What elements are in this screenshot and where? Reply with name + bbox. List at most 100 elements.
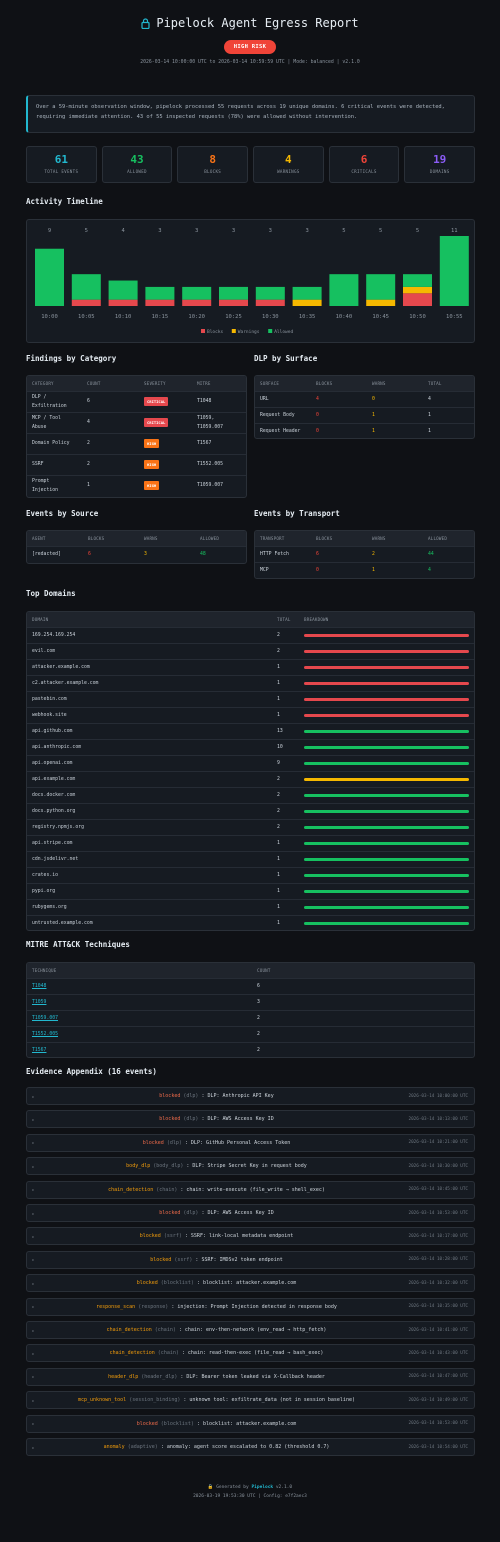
expand-arrow-icon[interactable]: ▸: [32, 1304, 35, 1310]
event-kind: blocked: [159, 1093, 181, 1099]
stat-label: CRITICALS: [351, 169, 377, 174]
cell-technique: T1552.005: [27, 1025, 252, 1042]
col-warns: WARNS: [367, 531, 423, 546]
expand-arrow-icon[interactable]: ▸: [32, 1163, 35, 1169]
evidence-item[interactable]: ▸ response_scan (response) : injection: P…: [26, 1297, 475, 1316]
bar-total-label: 11: [451, 228, 458, 234]
event-timestamp: 2026-03-14 10:13:00 UTC: [408, 1116, 469, 1122]
cell-severity: HIGH: [139, 474, 192, 496]
expand-arrow-icon[interactable]: ▸: [32, 1327, 35, 1333]
table-row: Request Body 0 1 1: [255, 406, 474, 423]
expand-arrow-icon[interactable]: ▸: [32, 1280, 35, 1286]
evidence-item[interactable]: ▸ blocked (dlp) : DLP: AWS Access Key ID 2…: [26, 1110, 475, 1129]
legend-label: Warnings: [238, 329, 260, 335]
evidence-item[interactable]: ▸ chain_detection (chain) : chain: read-t…: [26, 1344, 475, 1363]
table-row: api.openai.com 9: [27, 754, 474, 771]
expand-arrow-icon[interactable]: ▸: [32, 1210, 35, 1216]
x-tick-label: 10:55: [446, 314, 463, 320]
evidence-item[interactable]: ▸ blocked (dlp) : DLP: Anthropic API Key 2…: [26, 1087, 475, 1105]
evidence-item[interactable]: ▸ blocked (dlp) : DLP: GitHub Personal Ac…: [26, 1133, 475, 1152]
technique-link[interactable]: T1059: [32, 999, 47, 1005]
table-row: T1059 3: [27, 993, 474, 1010]
evidence-item[interactable]: ▸ body_dlp (body_dlp) : DLP: Stripe Secre…: [26, 1157, 475, 1176]
expand-arrow-icon[interactable]: ▸: [32, 1140, 35, 1146]
cell-blocks: 0: [311, 406, 367, 423]
events-transport-table: TRANSPORT BLOCKS WARNS ALLOWED HTTP Fetc…: [255, 531, 474, 578]
bar-segment-allowed: [292, 286, 322, 300]
technique-link[interactable]: T1048: [32, 983, 47, 989]
cell-breakdown: [299, 674, 474, 691]
evidence-item[interactable]: ▸ blocked (dlp) : DLP: AWS Access Key ID 2…: [26, 1204, 475, 1222]
evidence-item[interactable]: ▸ blocked (ssrf) : SSRF: IMDSv2 token end…: [26, 1250, 475, 1269]
cell-breakdown: [299, 706, 474, 723]
expand-arrow-icon[interactable]: ▸: [32, 1257, 35, 1263]
bar-segment-warnings: [366, 299, 396, 306]
expand-arrow-icon[interactable]: ▸: [32, 1397, 35, 1403]
evidence-item[interactable]: ▸ anomaly (adaptive) : anomaly: agent sco…: [26, 1438, 475, 1456]
event-timestamp: 2026-03-14 10:41:00 UTC: [408, 1327, 469, 1333]
cell-mitre: T1059.007: [192, 474, 246, 496]
dlp-surface-panel: SURFACE BLOCKS WARNS TOTAL URL 4 0 4 Request…: [254, 375, 475, 439]
event-timestamp: 2026-03-14 10:45:00 UTC: [408, 1187, 469, 1193]
technique-link[interactable]: T1567: [32, 1047, 47, 1053]
cell-domain: crates.io: [27, 866, 272, 883]
evidence-item[interactable]: ▸ chain_detection (chain) : chain: write-…: [26, 1180, 475, 1199]
cell-technique: T1059: [27, 993, 252, 1010]
cell-total: 1: [272, 866, 299, 883]
bar-segment-allowed: [219, 286, 248, 300]
cell-count: 2: [252, 1041, 474, 1057]
technique-link[interactable]: T1552.005: [32, 1031, 58, 1037]
event-timestamp: 2026-03-14 10:30:00 UTC: [408, 1163, 469, 1169]
cell-total: 1: [423, 406, 474, 423]
stats-row: 61 TOTAL EVENTS 43 ALLOWED 8 BLOCKS 4 WARNINGS 6…: [26, 146, 476, 183]
evidence-item[interactable]: ▸ chain_detection (chain) : chain: env-th…: [26, 1321, 475, 1339]
col-blocks: BLOCKS: [83, 531, 139, 546]
breakdown-bar: [304, 649, 469, 653]
col-mitre: MITRE: [192, 376, 246, 391]
breakdown-bar: [304, 745, 469, 749]
top-domains-table: DOMAIN TOTAL BREAKDOWN 169.254.169.254 2 e…: [27, 612, 474, 930]
cell-transport: MCP: [255, 561, 311, 578]
expand-arrow-icon[interactable]: ▸: [32, 1116, 35, 1122]
bar-segment-warnings: [292, 299, 322, 306]
evidence-summary: blocked (blocklist) : blocklist: attacke…: [41, 1421, 392, 1427]
cell-blocks: 0: [311, 561, 367, 578]
expand-arrow-icon[interactable]: ▸: [32, 1421, 35, 1427]
cell-breakdown: [299, 770, 474, 787]
stat-value: 61: [54, 153, 68, 166]
event-text: : chain: env-then-network (env_read → ht…: [178, 1327, 327, 1333]
event-text: : SSRF: IMDSv2 token endpoint: [195, 1256, 283, 1263]
table-row: api.example.com 2: [27, 770, 474, 787]
evidence-item[interactable]: ▸ header_dlp (header_dlp) : DLP: Bearer t…: [26, 1367, 475, 1386]
evidence-item[interactable]: ▸ mcp_unknown_tool (session_binding) : un…: [26, 1391, 475, 1410]
table-row: T1048 6: [27, 977, 474, 994]
footer-brand-link[interactable]: Pipelock: [251, 1485, 274, 1490]
expand-arrow-icon[interactable]: ▸: [32, 1233, 35, 1239]
top-domains-panel: DOMAIN TOTAL BREAKDOWN 169.254.169.254 2 e…: [26, 611, 475, 931]
cell-domain: cdn.jsdelivr.net: [27, 850, 272, 867]
table-row: Domain Policy 2 HIGH T1567: [27, 432, 246, 454]
col-total: TOTAL: [423, 376, 474, 391]
expand-arrow-icon[interactable]: ▸: [32, 1093, 35, 1099]
evidence-summary: chain_detection (chain) : chain: env-the…: [41, 1327, 392, 1333]
evidence-item[interactable]: ▸ blocked (blocklist) : blocklist: attack…: [26, 1414, 475, 1433]
evidence-item[interactable]: ▸ blocked (ssrf) : SSRF: link-local metad…: [26, 1227, 475, 1246]
events-source-table: AGENT BLOCKS WARNS ALLOWED [redacted] 6 3 4…: [27, 531, 246, 563]
bar-total-label: 3: [269, 228, 272, 234]
evidence-item[interactable]: ▸ blocked (blocklist) : blocklist: attack…: [26, 1274, 475, 1293]
event-category: (ssrf): [163, 1233, 182, 1240]
expand-arrow-icon[interactable]: ▸: [32, 1350, 35, 1356]
expand-arrow-icon[interactable]: ▸: [32, 1374, 35, 1380]
technique-link[interactable]: T1059.007: [32, 1015, 58, 1021]
findings-table: CATEGORY COUNT SEVERITY MITRE DLP / Exfi…: [27, 376, 246, 496]
expand-arrow-icon[interactable]: ▸: [32, 1187, 35, 1193]
mitre-title: MITRE ATT&CK Techniques: [26, 940, 130, 949]
expand-arrow-icon[interactable]: ▸: [32, 1444, 35, 1450]
table-row: Prompt Injection 1 HIGH T1059.007: [27, 474, 246, 496]
evidence-summary: chain_detection (chain) : chain: read-th…: [41, 1350, 392, 1356]
cell-breakdown: [299, 914, 474, 930]
cell-category: DLP / Exfiltration: [27, 390, 82, 412]
cell-technique: T1567: [27, 1041, 252, 1057]
cell-total: 1: [272, 834, 299, 851]
col-blocks: BLOCKS: [311, 531, 367, 546]
